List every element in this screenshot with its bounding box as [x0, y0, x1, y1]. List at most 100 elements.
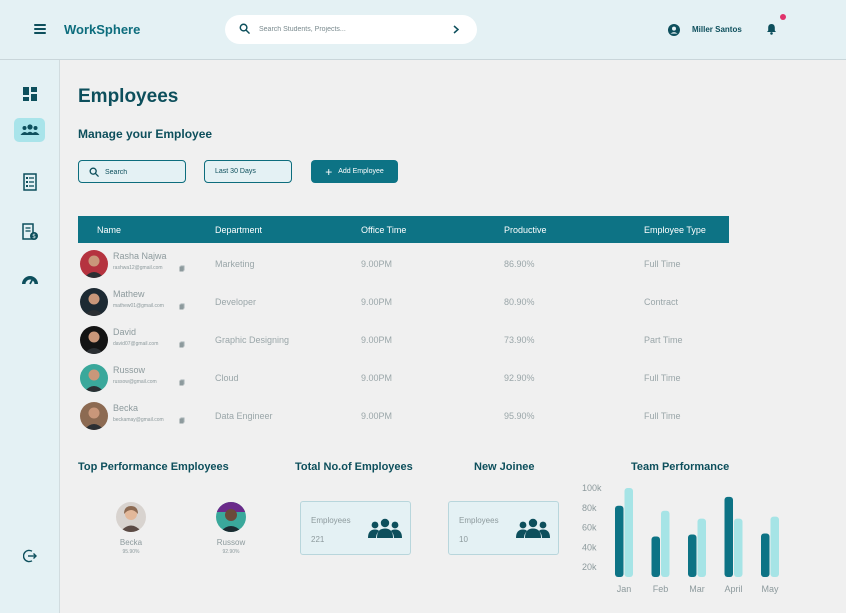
- chart-bar[interactable]: [615, 505, 624, 577]
- sidebar-item-dashboard[interactable]: [14, 82, 45, 106]
- employee-productive: 95.90%: [504, 411, 535, 421]
- sidebar-item-tasks[interactable]: [14, 170, 45, 194]
- avatar-image: [80, 402, 108, 430]
- new-joinee-card[interactable]: Employees 10: [448, 501, 559, 555]
- date-range-filter[interactable]: Last 30 Days: [204, 160, 292, 183]
- employee-type: Part Time: [644, 335, 683, 345]
- employee-name: Becka: [113, 403, 139, 413]
- employee-department: Developer: [215, 297, 257, 307]
- table-row[interactable]: Russow russow@gmail.com Cloud 9.00PM 92.90% F…: [78, 359, 729, 397]
- hamburger-icon[interactable]: [34, 24, 46, 34]
- avatar: [80, 288, 108, 316]
- dashboard-icon: [22, 87, 37, 101]
- avatar: [80, 250, 108, 278]
- total-employees-value: 221: [311, 535, 325, 544]
- global-search-bar: [225, 15, 477, 44]
- sidebar-item-reports[interactable]: $: [14, 220, 45, 244]
- page-title: Employees: [78, 86, 179, 107]
- logout-button[interactable]: [14, 544, 45, 568]
- copy-icon[interactable]: [179, 379, 185, 386]
- employee-office-time: 9.00PM: [361, 297, 393, 307]
- report-icon: $: [21, 223, 38, 240]
- employee-email: rashwa12@gmail.com: [113, 265, 163, 271]
- avatar-image: [116, 502, 146, 532]
- employee-productive: 92.90%: [504, 373, 535, 383]
- column-header-office-time[interactable]: Office Time: [361, 225, 407, 235]
- chart-bar[interactable]: [770, 516, 780, 577]
- avatar-image: [80, 326, 108, 354]
- employee-department: Graphic Designing: [215, 335, 290, 345]
- y-tick-label: 60k: [582, 523, 597, 533]
- avatar-image: [80, 250, 108, 278]
- chart-bar[interactable]: [734, 518, 743, 577]
- employee-department: Marketing: [215, 259, 255, 269]
- employee-productive: 73.90%: [504, 335, 535, 345]
- chart-bar[interactable]: [697, 518, 707, 577]
- global-search-input[interactable]: [259, 22, 439, 37]
- x-tick-label: May: [761, 584, 779, 594]
- group-icon: [368, 518, 402, 538]
- table-row[interactable]: David david07@gmail.com Graphic Designing 9…: [78, 321, 729, 359]
- employee-name: Mathew: [113, 289, 145, 299]
- x-tick-label: April: [724, 584, 742, 594]
- user-name[interactable]: Miller Santos: [692, 25, 742, 34]
- avatar-image: [80, 364, 108, 392]
- sidebar-item-employees[interactable]: [14, 118, 45, 142]
- column-header-employee-type[interactable]: Employee Type: [644, 225, 706, 235]
- top-performer-name: Becka: [119, 538, 143, 547]
- add-employee-button[interactable]: + Add Employee: [311, 160, 398, 183]
- chart-bar[interactable]: [688, 534, 697, 577]
- copy-icon[interactable]: [179, 341, 185, 348]
- employee-office-time: 9.00PM: [361, 411, 393, 421]
- employee-email: david07@gmail.com: [113, 341, 159, 347]
- employee-email: mathew01@gmail.com: [113, 303, 164, 309]
- search-icon: [89, 167, 99, 177]
- avatar: [80, 364, 108, 392]
- sidebar-item-performance[interactable]: [14, 268, 45, 292]
- new-joinee-title: New Joinee: [474, 461, 535, 473]
- top-performer-value: 92.90%: [222, 549, 240, 555]
- total-employees-title: Total No.of Employees: [295, 461, 413, 473]
- employee-office-time: 9.00PM: [361, 373, 393, 383]
- chart-bar[interactable]: [651, 536, 661, 577]
- chevron-right-icon[interactable]: [453, 25, 459, 34]
- employee-type: Contract: [644, 297, 679, 307]
- y-tick-label: 80k: [582, 503, 597, 513]
- employee-search-input[interactable]: [105, 166, 181, 178]
- employee-productive: 80.90%: [504, 297, 535, 307]
- total-employees-card[interactable]: Employees 221: [300, 501, 411, 555]
- gauge-icon: [21, 276, 38, 285]
- people-icon: [20, 124, 39, 135]
- chart-bar[interactable]: [624, 488, 634, 577]
- top-performer-card[interactable]: Russow 92.90%: [201, 502, 261, 555]
- employee-email: russow@gmail.com: [113, 379, 157, 385]
- copy-icon[interactable]: [179, 417, 185, 424]
- y-tick-label: 40k: [582, 542, 597, 552]
- x-tick-label: Mar: [689, 584, 705, 594]
- chart-bar[interactable]: [661, 510, 670, 577]
- employee-type: Full Time: [644, 411, 681, 421]
- search-icon: [239, 23, 250, 34]
- page-subtitle: Manage your Employee: [78, 127, 213, 141]
- table-row[interactable]: Becka beckamay@gmail.com Data Engineer 9.00…: [78, 397, 729, 435]
- column-header-productive[interactable]: Productive: [504, 225, 547, 235]
- table-row[interactable]: Rasha Najwa rashwa12@gmail.com Marketing 9.…: [78, 245, 729, 283]
- team-performance-chart: 100k 80k 60k 40k 20k Jan Feb Mar April May: [582, 483, 780, 594]
- copy-icon[interactable]: [179, 303, 185, 310]
- column-header-department[interactable]: Department: [215, 225, 263, 235]
- user-avatar-icon[interactable]: [668, 24, 680, 36]
- top-performer-value: 95.90%: [122, 549, 140, 555]
- chart-bar[interactable]: [761, 533, 770, 577]
- employee-name: David: [113, 327, 137, 337]
- column-header-name[interactable]: Name: [97, 225, 122, 235]
- top-performer-card[interactable]: Becka 95.90%: [101, 502, 161, 555]
- top-bar: WorkSphere Miller Santos: [0, 0, 846, 60]
- add-employee-label: Add Employee: [338, 168, 384, 175]
- top-performance-title: Top Performance Employees: [78, 461, 229, 473]
- copy-icon[interactable]: [179, 265, 185, 272]
- chart-bar[interactable]: [724, 496, 734, 577]
- y-tick-label: 20k: [582, 562, 597, 572]
- table-row[interactable]: Mathew mathew01@gmail.com Developer 9.00PM 8…: [78, 283, 729, 321]
- bell-icon[interactable]: [766, 23, 777, 35]
- employee-type: Full Time: [644, 259, 681, 269]
